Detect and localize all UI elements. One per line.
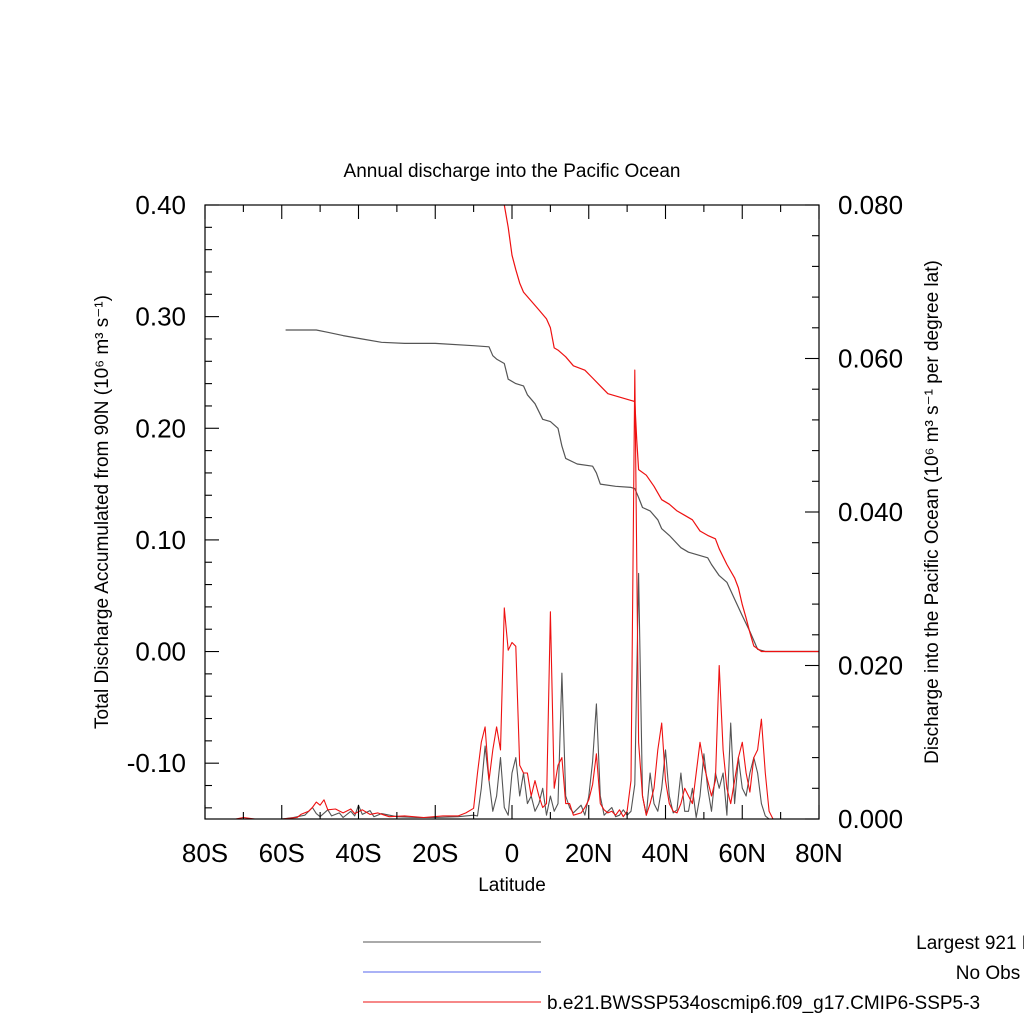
y-right-tick-label: 0.040: [838, 497, 903, 527]
y-right-tick-label: 0.080: [838, 190, 903, 220]
x-tick-label: 60N: [718, 838, 766, 868]
series-line-accumulated-0: [285, 329, 819, 653]
tick-label-layer: 80S 60S 40S 20S 0 20N 40N 60N 80N -0.10 0.00 0.10 0.…: [127, 190, 903, 868]
legend-label: Largest 921 Rive: [916, 933, 1024, 954]
y-left-tick-label: -0.10: [127, 748, 186, 778]
series-line-per-degree-3: [205, 369, 819, 819]
x-tick-label: 60S: [259, 838, 305, 868]
tick-layer: [204, 204, 820, 820]
x-tick-label: 40S: [335, 838, 381, 868]
x-tick-label: 40N: [642, 838, 690, 868]
y-right-axis-title: Discharge into the Pacific Ocean (10⁶ m³…: [922, 260, 943, 764]
legend: Largest 921 Rive No Obs b.e21.BWSSP534oscm…: [363, 933, 1024, 1014]
chart-title: Annual discharge into the Pacific Ocean: [344, 161, 681, 182]
y-left-tick-label: 0.10: [135, 525, 186, 555]
x-tick-label: 20N: [565, 838, 613, 868]
series-layer: [205, 205, 819, 819]
x-tick-label: 80S: [182, 838, 228, 868]
y-left-tick-label: 0.20: [135, 413, 186, 443]
y-left-axis-title: Total Discharge Accumulated from 90N (10…: [92, 295, 113, 729]
y-left-tick-label: 0.00: [135, 637, 186, 667]
y-right-tick-label: 0.000: [838, 804, 903, 834]
x-tick-label: 20S: [412, 838, 458, 868]
y-left-tick-label: 0.30: [135, 302, 186, 332]
series-line-accumulated-1: [503, 205, 819, 653]
series-line-per-degree-2: [205, 572, 819, 819]
legend-label: No Obs: [956, 963, 1020, 984]
x-tick-label: 0: [505, 838, 519, 868]
x-axis-title: Latitude: [478, 875, 546, 896]
y-left-tick-label: 0.40: [135, 190, 186, 220]
y-right-tick-label: 0.020: [838, 651, 903, 681]
legend-label: b.e21.BWSSP534oscmip6.f09_g17.CMIP6-SSP5…: [547, 993, 980, 1014]
y-right-tick-label: 0.060: [838, 344, 903, 374]
x-tick-label: 80N: [795, 838, 843, 868]
